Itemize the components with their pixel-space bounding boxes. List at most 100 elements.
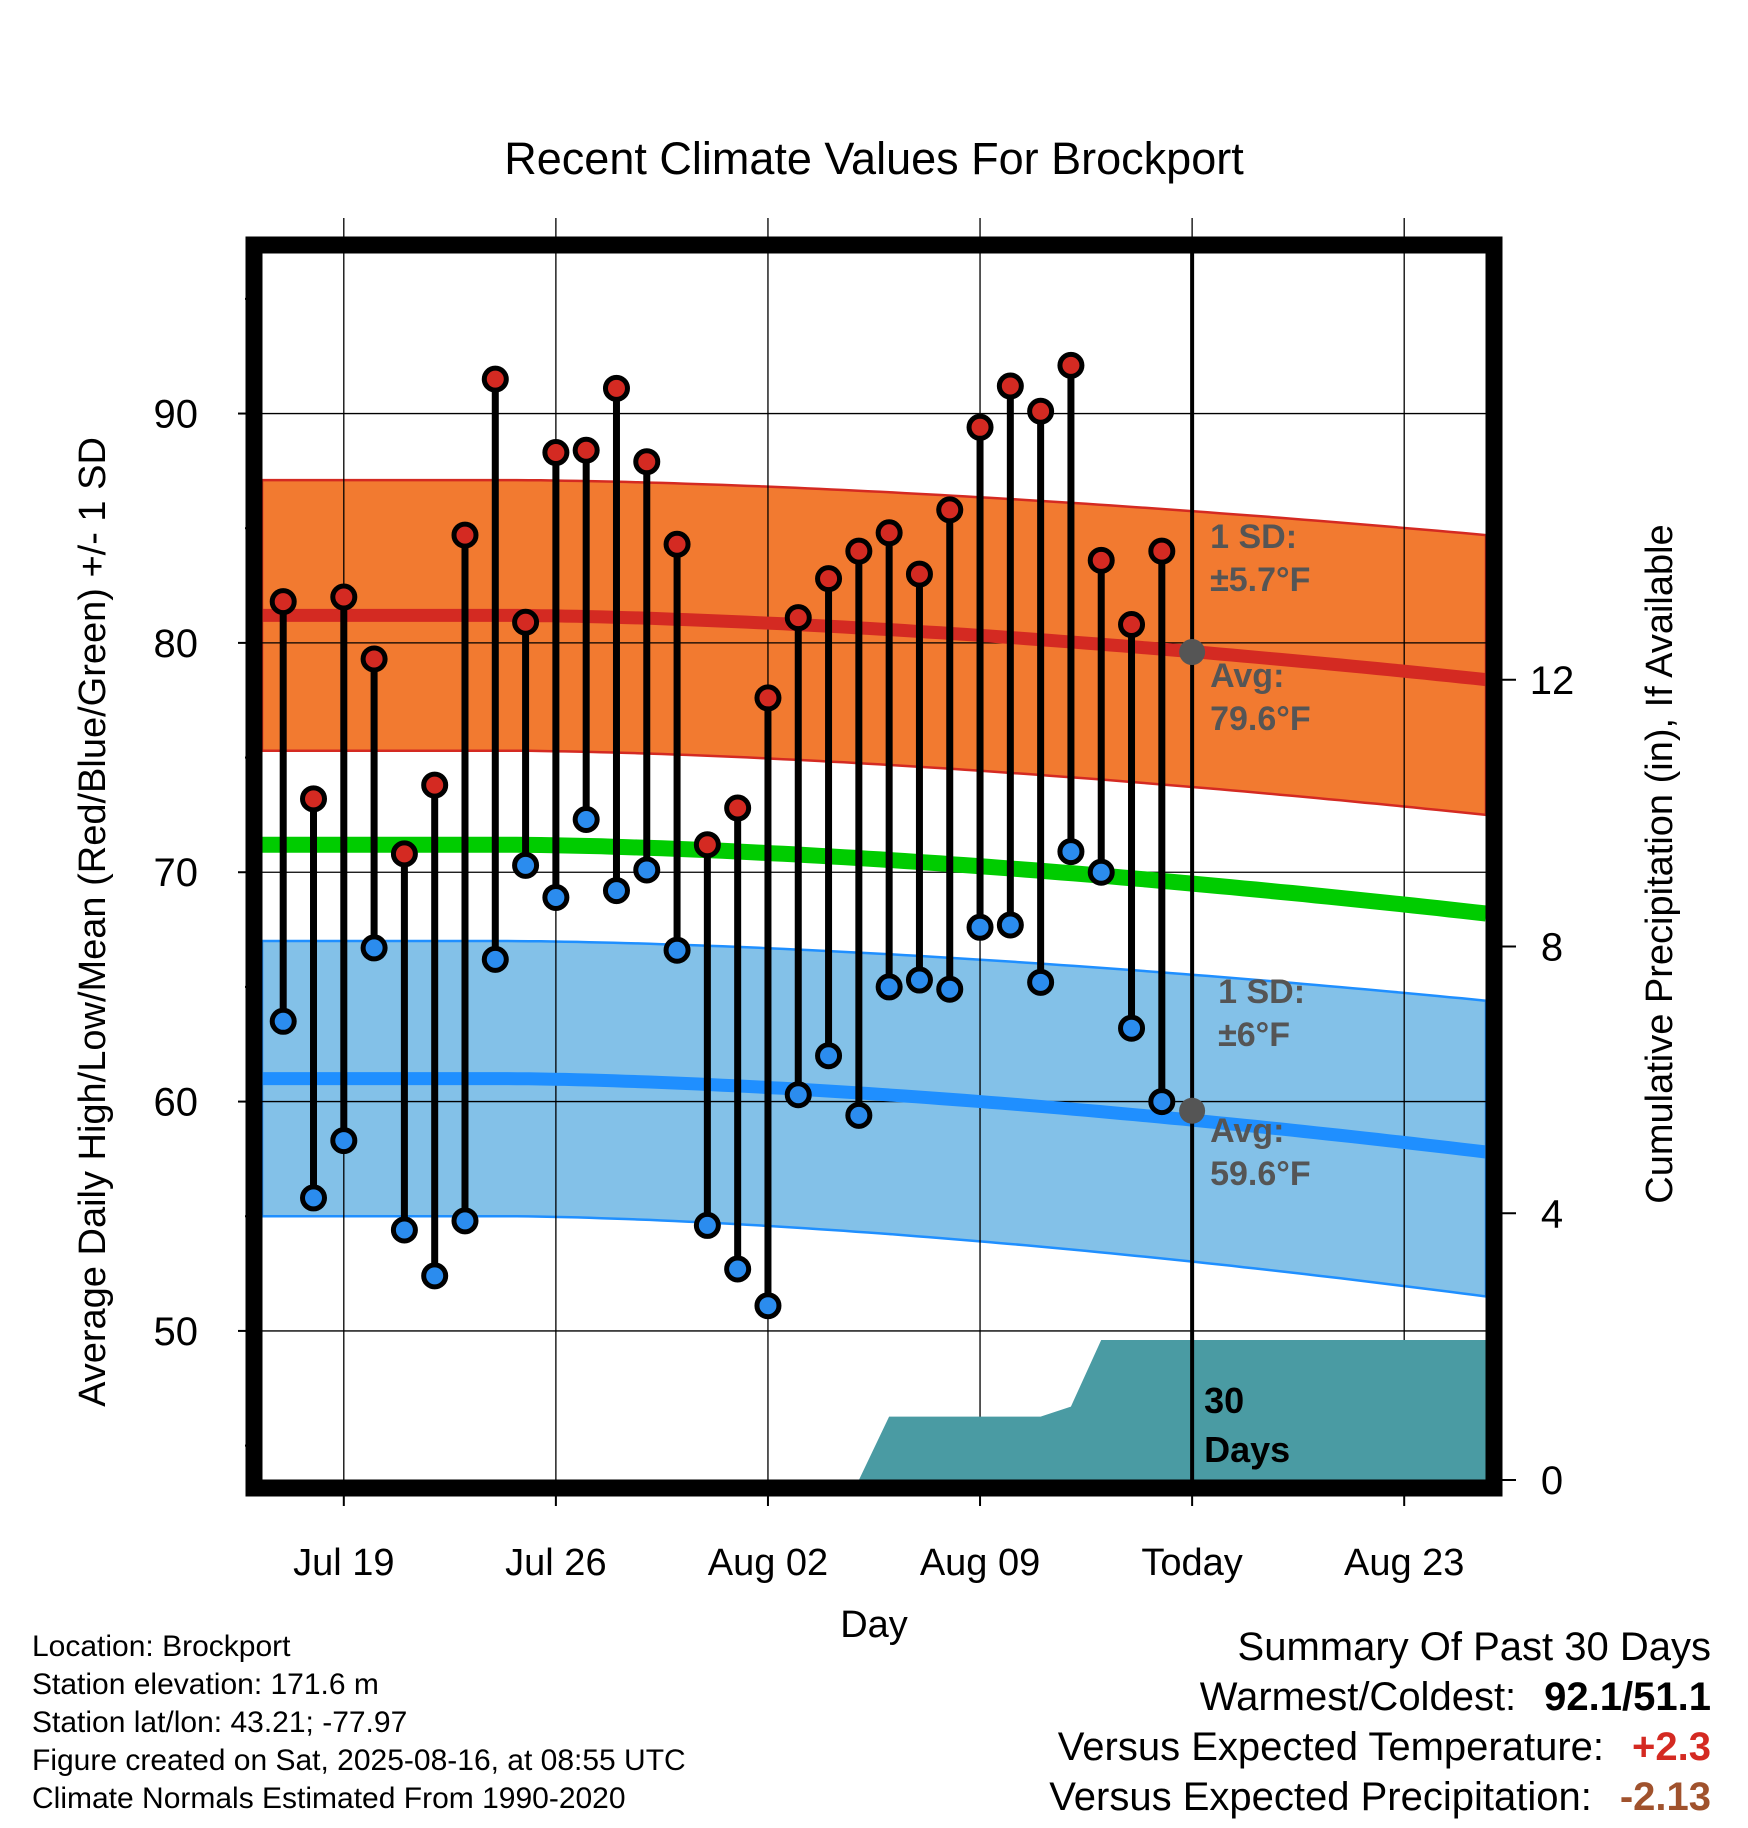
obs-low-point — [663, 936, 691, 964]
obs-high-point — [269, 588, 297, 616]
high-avg-marker — [1179, 639, 1206, 666]
obs-low-point — [481, 945, 509, 973]
obs-high-point — [542, 439, 570, 467]
obs-high-point — [360, 645, 388, 673]
obs-high-point — [1118, 611, 1146, 639]
obs-high-point — [602, 374, 630, 402]
y-tick-label: 90 — [154, 393, 199, 437]
created-text: Figure created on Sat, 2025-08-16, at 08… — [32, 1744, 686, 1777]
obs-low-point — [1087, 858, 1115, 886]
summary-heading: Summary Of Past 30 Days — [1237, 1625, 1711, 1669]
plot-frame — [245, 236, 1503, 1497]
obs-low-point — [1057, 838, 1085, 866]
obs-low-point — [390, 1216, 418, 1244]
obs-high-point — [693, 831, 721, 859]
x-tick-label: Today — [1141, 1542, 1242, 1584]
summary-panel: Summary Of Past 30 Days Warmest/Coldest:… — [1049, 1622, 1711, 1822]
obs-low-point — [815, 1042, 843, 1070]
y-tick-label: 80 — [154, 622, 199, 666]
obs-low-point — [269, 1007, 297, 1035]
obs-high-point — [996, 372, 1024, 400]
obs-low-point — [966, 913, 994, 941]
location-text: Location: Brockport — [32, 1630, 291, 1663]
obs-low-point — [724, 1255, 752, 1283]
normals-text: Climate Normals Estimated From 1990-2020 — [32, 1782, 626, 1815]
y2-tick-label: 0 — [1541, 1459, 1563, 1503]
days-label-line2: Days — [1204, 1429, 1290, 1470]
obs-high-point — [754, 684, 782, 712]
obs-low-point — [1027, 968, 1055, 996]
obs-low-point — [845, 1101, 873, 1129]
obs-low-point — [512, 851, 540, 879]
y2-tick-label: 8 — [1541, 926, 1563, 970]
obs-high-point — [875, 519, 903, 547]
obs-low-point — [875, 973, 903, 1001]
x-tick-label: Aug 09 — [920, 1542, 1040, 1584]
warm-cold-label: Warmest/Coldest: — [1199, 1675, 1517, 1719]
obs-low-point — [451, 1207, 479, 1235]
obs-low-point — [330, 1127, 358, 1155]
obs-high-point — [966, 413, 994, 441]
low-avg-marker — [1179, 1097, 1206, 1124]
obs-low-point — [633, 856, 661, 884]
y2-axis-label: Cumulative Precipitation (in), If Availa… — [1639, 524, 1681, 1203]
low-avg-value: 59.6°F — [1210, 1155, 1311, 1193]
obs-high-point — [512, 608, 540, 636]
obs-low-point — [754, 1292, 782, 1320]
obs-low-point — [300, 1184, 328, 1212]
obs-low-point — [602, 877, 630, 905]
obs-low-point — [1118, 1014, 1146, 1042]
y-tick-label: 70 — [154, 851, 199, 895]
low-sd-label: 1 SD: — [1218, 973, 1305, 1011]
chart-title: Recent Climate Values For Brockport — [504, 133, 1244, 184]
warm-cold-value: 92.1/51.1 — [1544, 1675, 1711, 1719]
obs-high-point — [390, 840, 418, 868]
obs-low-point — [572, 805, 600, 833]
precip-value: -2.13 — [1619, 1775, 1711, 1819]
temp-row: Versus Expected Temperature: +2.3 — [1049, 1722, 1711, 1772]
x-tick-label: Aug 23 — [1344, 1542, 1464, 1584]
temp-label: Versus Expected Temperature: — [1057, 1725, 1605, 1769]
x-tick-label: Jul 26 — [505, 1542, 606, 1584]
obs-high-point — [784, 604, 812, 632]
high-sd-label: 1 SD: — [1210, 518, 1297, 556]
precip-label: Versus Expected Precipitation: — [1049, 1775, 1592, 1819]
obs-high-point — [663, 530, 691, 558]
warm-cold-row: Warmest/Coldest: 92.1/51.1 — [1049, 1672, 1711, 1722]
obs-high-point — [421, 771, 449, 799]
obs-low-point — [1148, 1088, 1176, 1116]
y-tick-label: 60 — [154, 1081, 199, 1125]
y2-tick-label: 4 — [1541, 1192, 1563, 1236]
obs-high-point — [936, 496, 964, 524]
obs-low-point — [693, 1211, 721, 1239]
obs-high-point — [1027, 397, 1055, 425]
obs-low-point — [360, 934, 388, 962]
y-axis-label: Average Daily High/Low/Mean (Red/Blue/Gr… — [72, 437, 114, 1407]
obs-high-point — [481, 365, 509, 393]
obs-high-point — [1087, 546, 1115, 574]
obs-high-point — [300, 785, 328, 813]
elevation-text: Station elevation: 171.6 m — [32, 1668, 379, 1701]
obs-low-point — [905, 966, 933, 994]
obs-high-point — [1148, 537, 1176, 565]
obs-low-point — [996, 911, 1024, 939]
y2-tick-label: 12 — [1530, 659, 1575, 703]
obs-high-point — [724, 794, 752, 822]
obs-high-point — [451, 521, 479, 549]
station-info: Location: Brockport Station elevation: 1… — [32, 1628, 686, 1818]
obs-high-point — [633, 448, 661, 476]
plot-area: 1 SD: ±5.7°F Avg: 79.6°F 1 SD: ±6°F Avg: 59.6°F… — [154, 218, 1575, 1584]
obs-low-point — [936, 975, 964, 1003]
temp-value: +2.3 — [1632, 1725, 1711, 1769]
obs-high-point — [1057, 351, 1085, 379]
high-sd-value: ±5.7°F — [1210, 561, 1310, 599]
precip-area — [262, 1340, 1486, 1480]
obs-high-point — [330, 583, 358, 611]
x-axis-label: Day — [840, 1604, 908, 1646]
obs-low-point — [784, 1081, 812, 1109]
obs-high-point — [905, 560, 933, 588]
normal-mean-line — [262, 836, 1487, 922]
obs-high-point — [845, 537, 873, 565]
low-sd-value: ±6°F — [1218, 1016, 1290, 1054]
